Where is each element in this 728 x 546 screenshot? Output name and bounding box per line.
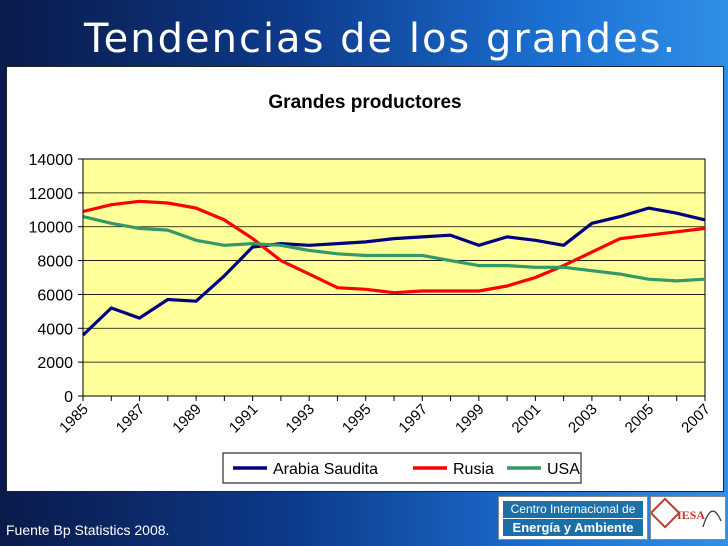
y-tick-label: 4000 <box>37 321 73 338</box>
x-tick-label: 2007 <box>678 401 714 437</box>
x-tick-label: 1995 <box>339 401 375 437</box>
y-tick-label: 12000 <box>29 186 74 203</box>
chart-panel: Grandes productores 0 2000 4000 6000 8000 100… <box>6 66 724 492</box>
logo-iesa-text: IESA <box>677 508 705 522</box>
x-tick-label: 1999 <box>452 401 488 437</box>
iesa-emblem-icon: IESA <box>649 497 722 529</box>
legend-label-1: Arabia Saudita <box>273 461 378 478</box>
series-line-1 <box>81 206 706 337</box>
axes <box>78 158 706 401</box>
logo-iesa: IESA <box>649 496 726 540</box>
x-tick-label: 1989 <box>169 401 205 437</box>
logo-cie-line2: Energía y Ambiente <box>503 519 643 536</box>
y-tick-labels: 0 2000 4000 6000 8000 10000 12000 14000 <box>29 152 74 406</box>
x-tick-label: 1997 <box>395 401 431 437</box>
source-note: Fuente Bp Statistics 2008. <box>6 522 170 538</box>
series-line-2 <box>82 199 706 295</box>
plot-area <box>82 158 706 397</box>
y-tick-label: 10000 <box>29 220 74 237</box>
line-chart: Grandes productores 0 2000 4000 6000 8000 100… <box>29 92 714 484</box>
y-tick-label: 14000 <box>29 152 74 169</box>
slide-title: Tendencias de los grandes. <box>84 16 678 62</box>
x-tick-label: 2005 <box>622 401 658 437</box>
chart-title: Grandes productores <box>268 92 461 113</box>
x-tick-label: 2003 <box>565 401 601 437</box>
x-tick-label: 1991 <box>226 401 262 437</box>
legend-label-2: Rusia <box>453 461 494 478</box>
y-tick-label: 2000 <box>37 355 73 372</box>
y-tick-label: 0 <box>64 389 73 406</box>
legend-label-3: USA <box>547 461 580 478</box>
x-tick-labels: 1985 1987 1989 1991 1993 1995 1997 1999 2001 2003… <box>56 401 714 437</box>
grid-lines <box>83 192 705 363</box>
x-tick-label: 1985 <box>56 401 92 437</box>
logo-centro-internacional: Centro Internacional de Energía y Ambien… <box>498 496 648 540</box>
y-tick-label: 8000 <box>37 254 73 271</box>
x-tick-label: 1993 <box>282 401 318 437</box>
x-tick-label: 2001 <box>509 401 545 437</box>
legend: Arabia Saudita Rusia USA <box>222 452 582 484</box>
logo-cie-line1: Centro Internacional de <box>503 501 643 518</box>
series-lines <box>81 199 706 337</box>
y-tick-label: 6000 <box>37 287 73 304</box>
series-line-3 <box>82 215 706 283</box>
x-tick-label: 1987 <box>113 401 149 437</box>
